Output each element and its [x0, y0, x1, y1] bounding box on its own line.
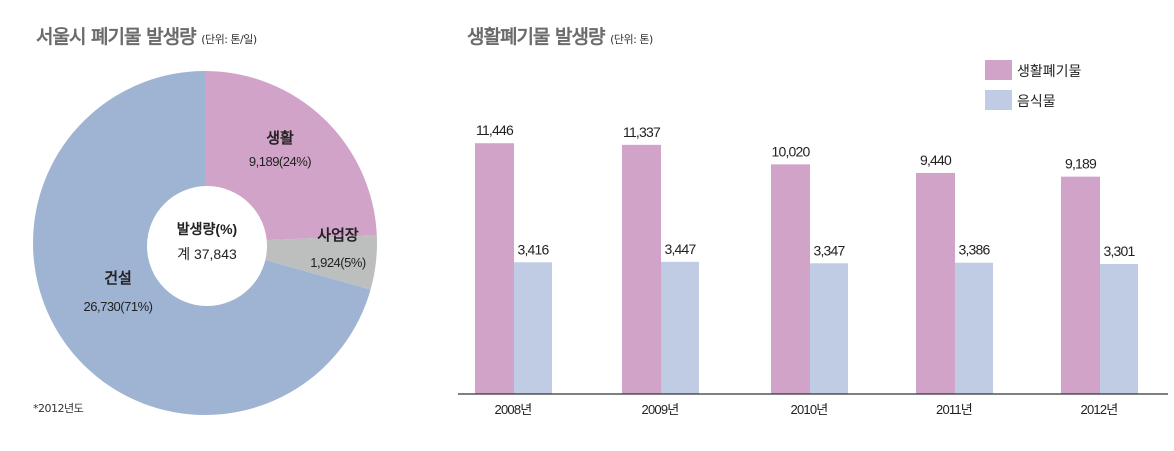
pie-slice-value: 9,189(24%)	[249, 154, 311, 169]
legend-swatch	[985, 90, 1012, 110]
legend-label: 음식물	[1017, 93, 1056, 109]
pie-center-hole	[147, 186, 267, 306]
bar-food-2008년	[514, 262, 552, 394]
pie-slice-name: 건설	[104, 270, 132, 287]
bar-food-2011년	[955, 262, 993, 394]
legend-label: 생활폐기물	[1017, 63, 1082, 79]
pie-slice-name: 생활	[266, 129, 294, 147]
x-tick-label: 2010년	[791, 402, 828, 417]
year-note: *2012년도	[33, 402, 84, 415]
x-tick-label: 2008년	[495, 402, 532, 417]
bar-value-label: 11,446	[476, 122, 514, 138]
bar-food-2009년	[661, 261, 699, 394]
legend-swatch	[985, 60, 1012, 80]
x-tick-label: 2012년	[1081, 402, 1118, 417]
x-tick-label: 2009년	[642, 402, 679, 417]
bar-value-label: 3,347	[813, 242, 845, 258]
pie-slice-name: 사업장	[317, 226, 359, 244]
bar-value-label: 3,301	[1103, 243, 1135, 259]
pie-center-label: 발생량(%)	[177, 221, 237, 237]
bar-value-label: 3,447	[664, 241, 696, 257]
pie-chart-title: 서울시 폐기물 발생량 (단위: 톤/일)	[36, 22, 257, 49]
bar-household-2012년	[1061, 176, 1100, 394]
bar-food-2012년	[1100, 263, 1138, 394]
bar-household-2008년	[475, 143, 514, 394]
bar-value-label: 10,020	[771, 143, 810, 159]
bar-household-2011년	[916, 172, 955, 394]
bar-value-label: 9,440	[920, 152, 952, 168]
bar-value-label: 11,337	[623, 124, 661, 140]
pie-slice-value: 1,924(5%)	[310, 255, 366, 270]
bar-unit: (단위: 톤)	[610, 33, 653, 46]
pie-slice-1	[205, 71, 377, 243]
bar-chart-title: 생활폐기물 발생량 (단위: 톤)	[467, 22, 653, 49]
bar-title-text: 생활폐기물 발생량	[467, 26, 605, 48]
bar-food-2010년	[810, 263, 848, 394]
bar-value-label: 9,189	[1065, 156, 1097, 172]
bar-value-label: 3,416	[517, 241, 549, 257]
bar-household-2010년	[771, 164, 810, 394]
pie-unit: (단위: 톤/일)	[201, 33, 257, 46]
pie-title-text: 서울시 폐기물 발생량	[36, 26, 197, 48]
pie-slice-value: 26,730(71%)	[84, 299, 153, 314]
bar-household-2009년	[622, 144, 661, 394]
x-tick-label: 2011년	[936, 402, 972, 417]
pie-center-total: 계 37,843	[177, 246, 237, 262]
bar-value-label: 3,386	[958, 242, 990, 258]
